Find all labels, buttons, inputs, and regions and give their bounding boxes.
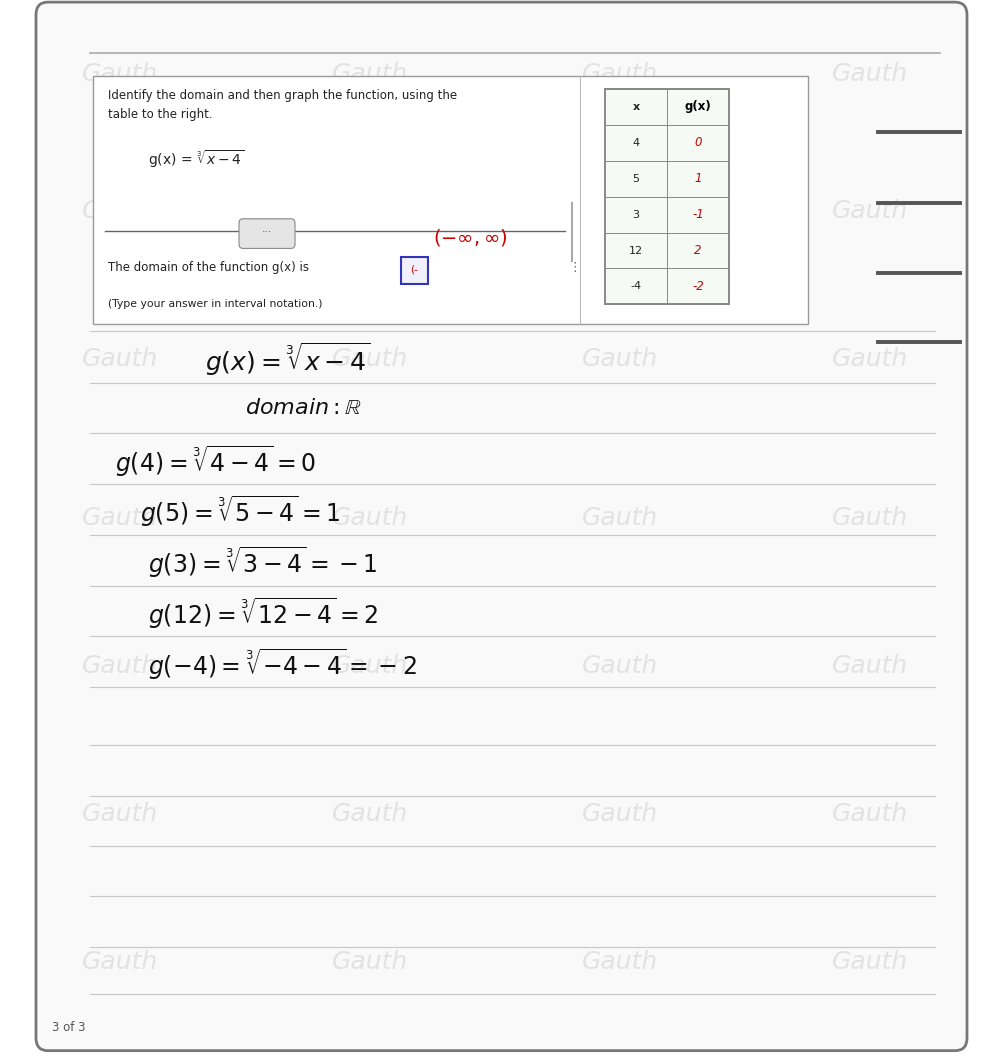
Text: Gauth: Gauth (82, 654, 158, 678)
Text: $g(5)=\sqrt[3]{5-4}=1$: $g(5)=\sqrt[3]{5-4}=1$ (140, 494, 340, 530)
Text: -1: -1 (692, 208, 704, 221)
FancyBboxPatch shape (401, 257, 428, 284)
Text: Gauth: Gauth (82, 506, 158, 530)
Text: 5: 5 (633, 173, 640, 184)
Text: Gauth: Gauth (332, 200, 408, 223)
Text: 0: 0 (694, 136, 702, 149)
Text: -4: -4 (630, 281, 642, 292)
Text: The domain of the function g(x) is: The domain of the function g(x) is (108, 261, 309, 274)
Bar (605, 89, 729, 304)
Text: Gauth: Gauth (582, 200, 658, 223)
Text: Gauth: Gauth (332, 950, 408, 973)
Text: Gauth: Gauth (82, 802, 158, 826)
Text: g(x): g(x) (685, 100, 711, 113)
Text: Gauth: Gauth (82, 200, 158, 223)
Text: Gauth: Gauth (582, 802, 658, 826)
Text: Gauth: Gauth (82, 950, 158, 973)
Text: $domain: \mathbb{R}$: $domain: \mathbb{R}$ (245, 398, 362, 418)
Text: Gauth: Gauth (332, 802, 408, 826)
Text: $(-\infty,\infty)$: $(-\infty,\infty)$ (433, 227, 507, 248)
Text: Gauth: Gauth (582, 348, 658, 371)
Text: $g(3)=\sqrt[3]{3-4}=-1$: $g(3)=\sqrt[3]{3-4}=-1$ (148, 544, 377, 580)
Text: $g(4)=\sqrt[3]{4-4}=0$: $g(4)=\sqrt[3]{4-4}=0$ (115, 443, 316, 479)
Text: Gauth: Gauth (832, 506, 908, 530)
Text: Gauth: Gauth (332, 506, 408, 530)
FancyBboxPatch shape (36, 2, 967, 1051)
Text: table to the right.: table to the right. (108, 108, 213, 120)
Text: Gauth: Gauth (332, 62, 408, 86)
Text: Gauth: Gauth (582, 950, 658, 973)
Text: Gauth: Gauth (832, 348, 908, 371)
Text: ⋮: ⋮ (569, 261, 581, 274)
Text: 12: 12 (629, 245, 643, 256)
Text: 1: 1 (694, 172, 702, 185)
Text: Gauth: Gauth (832, 802, 908, 826)
Text: 4: 4 (632, 137, 640, 148)
Text: $g(-4)=\sqrt[3]{-4-4}=-2$: $g(-4)=\sqrt[3]{-4-4}=-2$ (148, 646, 417, 682)
Text: Gauth: Gauth (82, 62, 158, 86)
Text: ···: ··· (262, 227, 272, 238)
Bar (605, 89, 729, 304)
Text: Gauth: Gauth (582, 62, 658, 86)
Text: x: x (632, 101, 640, 112)
Bar (93, 76, 808, 324)
Text: Gauth: Gauth (832, 62, 908, 86)
Text: Gauth: Gauth (82, 348, 158, 371)
Text: 3: 3 (633, 209, 640, 220)
Text: Gauth: Gauth (582, 506, 658, 530)
Text: g(x) = $\sqrt[3]{x-4}$: g(x) = $\sqrt[3]{x-4}$ (148, 148, 244, 170)
Text: Gauth: Gauth (832, 200, 908, 223)
Text: -2: -2 (692, 280, 704, 293)
Text: Gauth: Gauth (332, 654, 408, 678)
Text: 2: 2 (694, 244, 702, 257)
Text: Gauth: Gauth (832, 654, 908, 678)
Text: Identify the domain and then graph the function, using the: Identify the domain and then graph the f… (108, 89, 457, 101)
Text: Gauth: Gauth (582, 654, 658, 678)
Text: (Type your answer in interval notation.): (Type your answer in interval notation.) (108, 299, 322, 309)
Text: $g(x)=\sqrt[3]{x-4}$: $g(x)=\sqrt[3]{x-4}$ (205, 340, 371, 378)
Text: $g(12)=\sqrt[3]{12-4}=2$: $g(12)=\sqrt[3]{12-4}=2$ (148, 595, 378, 631)
Text: (-: (- (410, 264, 418, 275)
Text: 3 of 3: 3 of 3 (52, 1021, 86, 1034)
Text: Gauth: Gauth (832, 950, 908, 973)
Text: Gauth: Gauth (332, 348, 408, 371)
FancyBboxPatch shape (239, 219, 295, 248)
